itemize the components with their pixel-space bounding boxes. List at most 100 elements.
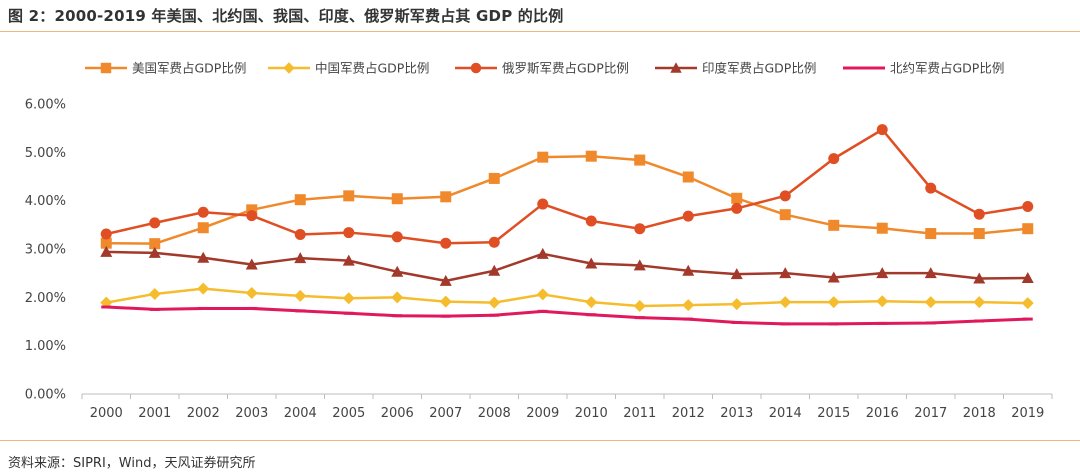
data-point <box>828 153 840 165</box>
chart-legend: 美国军费占GDP比例 中国军费占GDP比例 俄罗斯军费占GDP比例 印度军费占GDP比… <box>85 61 1004 76</box>
x-tick-label: 2016 <box>866 406 899 421</box>
data-point <box>343 227 355 239</box>
data-point <box>924 296 937 309</box>
legend-marker <box>670 62 682 73</box>
data-point <box>682 299 695 312</box>
data-point <box>295 309 306 313</box>
data-point <box>440 191 452 203</box>
data-point <box>246 204 258 216</box>
source-note: 资料来源：SIPRI，Wind，天风证券研究所 <box>8 456 256 471</box>
y-tick-label: 0.00% <box>25 388 66 403</box>
data-point <box>730 298 743 311</box>
data-point <box>973 208 985 220</box>
data-point <box>391 291 404 304</box>
data-point <box>440 314 451 318</box>
y-tick-label: 4.00% <box>25 194 66 209</box>
data-point <box>488 296 501 309</box>
x-tick-label: 2006 <box>381 406 414 421</box>
series-1 <box>100 150 1034 250</box>
x-tick-label: 2004 <box>284 406 317 421</box>
data-point <box>391 265 404 277</box>
data-point <box>439 274 452 286</box>
x-tick-label: 2013 <box>720 406 753 421</box>
series-line <box>106 154 1028 245</box>
x-tick-label: 2000 <box>90 406 123 421</box>
data-point <box>973 228 985 240</box>
data-point <box>731 192 743 204</box>
series-line <box>106 287 1028 308</box>
data-point <box>633 300 646 313</box>
x-tick-label: 2017 <box>914 406 947 421</box>
data-point <box>246 306 257 310</box>
legend-marker <box>470 62 482 74</box>
data-point <box>245 258 258 270</box>
legend-item: 美国军费占GDP比例 <box>85 61 246 76</box>
data-point <box>294 194 306 206</box>
data-point <box>101 305 112 309</box>
y-axis: 0.00% 1.00% 2.00% 3.00% 4.00% 5.00% 6.00% <box>25 98 66 403</box>
data-point <box>391 193 403 205</box>
data-point <box>100 237 112 249</box>
data-point <box>489 313 500 317</box>
data-point <box>197 251 210 263</box>
data-point <box>974 319 985 323</box>
data-point <box>585 150 597 162</box>
data-point <box>245 286 258 299</box>
data-point <box>876 124 888 136</box>
data-point <box>488 172 500 184</box>
legend-item: 印度军费占GDP比例 <box>655 61 816 76</box>
x-tick-label: 2001 <box>138 406 171 421</box>
series-line <box>106 250 1028 283</box>
x-tick-label: 2003 <box>235 406 268 421</box>
data-point <box>876 295 889 308</box>
legend-marker <box>859 66 869 70</box>
data-point <box>342 254 355 266</box>
data-point <box>730 268 743 280</box>
figure-title: 图 2：2000-2019 年美国、北约国、我国、印度、俄罗斯军费占其 GDP … <box>8 7 564 25</box>
data-point <box>973 272 986 284</box>
data-point <box>1021 297 1034 310</box>
data-point <box>148 287 161 300</box>
data-point <box>100 228 112 240</box>
data-point <box>294 229 306 240</box>
data-point <box>342 292 355 305</box>
data-point <box>876 267 889 279</box>
x-tick-label: 2018 <box>963 406 996 421</box>
y-tick-label: 3.00% <box>25 243 66 258</box>
series-3 <box>100 124 1034 249</box>
data-point <box>634 154 646 166</box>
data-point <box>488 264 501 276</box>
data-point <box>827 271 840 283</box>
data-point <box>1021 272 1034 283</box>
data-point <box>294 252 307 264</box>
data-point <box>439 295 452 308</box>
data-point <box>585 215 597 227</box>
data-point <box>973 296 986 309</box>
data-point <box>391 231 403 243</box>
legend-label: 北约军费占GDP比例 <box>890 61 1004 76</box>
data-point <box>682 264 695 276</box>
data-point <box>1022 317 1033 321</box>
line-chart: 美国军费占GDP比例 中国军费占GDP比例 俄罗斯军费占GDP比例 印度军费占GDP比… <box>25 61 1053 421</box>
data-point <box>683 317 694 321</box>
series-2 <box>100 282 1034 313</box>
bottom-divider <box>0 440 1080 441</box>
data-point <box>536 288 549 301</box>
data-point <box>149 307 160 311</box>
x-tick-label: 2019 <box>1011 406 1044 421</box>
data-point <box>779 190 791 202</box>
y-tick-label: 1.00% <box>25 339 66 354</box>
data-point <box>537 198 549 210</box>
data-point <box>488 236 500 248</box>
data-point <box>197 206 209 218</box>
data-point <box>197 282 210 295</box>
x-tick-label: 2015 <box>817 406 850 421</box>
data-point <box>536 247 549 259</box>
data-point <box>925 228 937 240</box>
x-tick-label: 2007 <box>429 406 462 421</box>
x-tick-label: 2011 <box>623 406 656 421</box>
data-point <box>731 320 742 324</box>
data-point <box>827 296 840 309</box>
series-line <box>106 305 1028 326</box>
legend-item: 北约军费占GDP比例 <box>843 61 1004 76</box>
